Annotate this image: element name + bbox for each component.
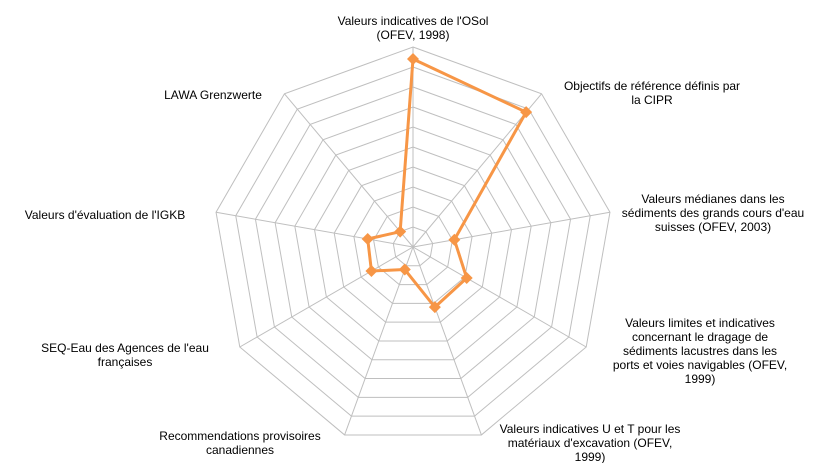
data-point: [428, 301, 441, 314]
grid-ring: [353, 186, 473, 304]
grid-ring: [235, 66, 591, 417]
spoke: [239, 246, 414, 348]
grid-ring: [254, 86, 572, 398]
grid-ring: [373, 206, 453, 286]
data-point: [361, 233, 374, 246]
grid-ring: [274, 106, 552, 380]
axis-label: Valeurs médianes dans les: [641, 192, 784, 206]
spoke: [412, 246, 587, 348]
grid-ring: [215, 46, 611, 436]
axis-label: Valeurs indicatives de l'OSol: [338, 14, 489, 28]
axis-label: la CIPR: [631, 93, 673, 107]
spoke: [412, 211, 611, 248]
data-point: [394, 225, 407, 238]
grid-ring: [333, 166, 493, 323]
data-point: [448, 233, 461, 246]
data-point: [520, 106, 533, 119]
axis-label: Valeurs limites et indicatives: [625, 316, 775, 330]
axis-label: LAWA Grenzwerte: [164, 88, 262, 102]
spoke: [215, 211, 414, 248]
axis-label: suisses (OFEV, 2003): [655, 220, 771, 234]
axis-label: concernant le dragage de: [632, 330, 768, 344]
axis-label: canadiennes: [206, 443, 274, 457]
axis-label: (OFEV, 1998): [377, 28, 450, 42]
spoke: [344, 246, 414, 436]
data-point: [407, 53, 419, 65]
axis-label: sédiments des grands cours d'eau: [622, 206, 804, 220]
spoke: [284, 93, 414, 248]
spoke: [412, 246, 482, 436]
axis-label: matériaux d'excavation (OFEV,: [508, 436, 673, 450]
data-point: [398, 263, 411, 276]
axis-label: Valeurs indicatives U et T pour les: [500, 422, 681, 436]
grid-ring: [313, 146, 513, 342]
axis-label: 1999): [685, 372, 716, 386]
axis-label: ports et voies navigables (OFEV,: [613, 358, 787, 372]
axis-label: SEQ-Eau des Agences de l'eau: [41, 341, 209, 355]
axis-label: 1999): [575, 450, 606, 463]
grid-ring: [294, 126, 532, 361]
spoke: [412, 93, 542, 248]
axis-label: Objectifs de référence définis par: [564, 79, 740, 93]
axis-label: sédiments lacustres dans les: [623, 344, 777, 358]
axis-label: françaises: [98, 355, 153, 369]
data-line: [366, 57, 528, 309]
data-point: [365, 265, 378, 277]
axis-label: Recommendations provisoires: [159, 429, 320, 443]
axis-label: Valeurs d'évaluation de l'IGKB: [25, 208, 185, 222]
data-point: [460, 272, 473, 284]
grid-ring: [392, 226, 434, 267]
